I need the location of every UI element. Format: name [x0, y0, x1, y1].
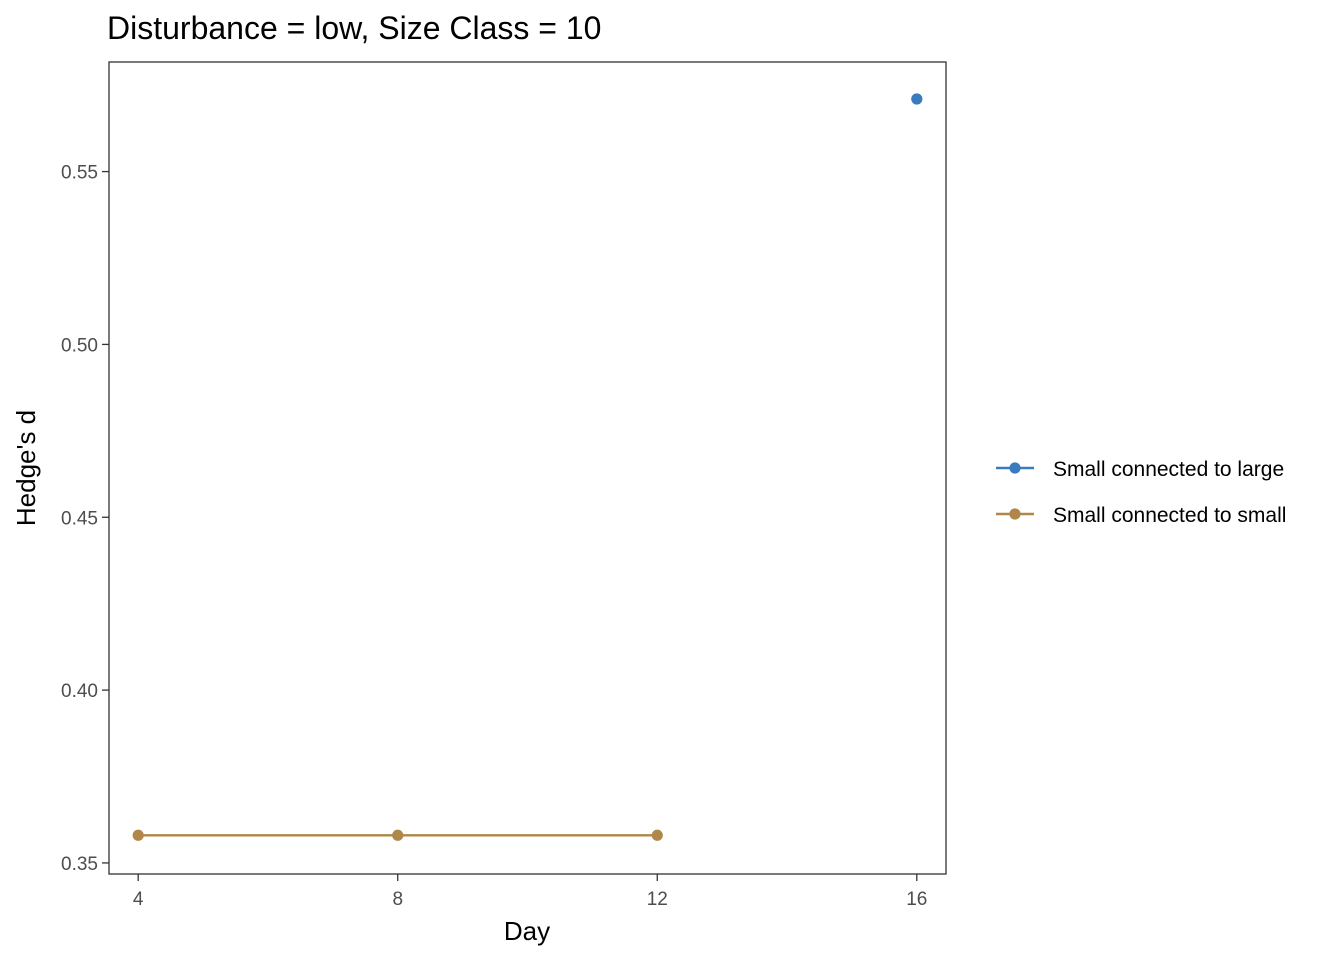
- y-tick-label: 0.45: [61, 508, 98, 529]
- series-layer: [132, 93, 923, 841]
- chart-title: Disturbance = low, Size Class = 10: [107, 10, 601, 46]
- x-tick-label: 12: [647, 889, 668, 910]
- legend: Small connected to large Small connected …: [996, 458, 1286, 527]
- y-tick-label: 0.40: [61, 681, 98, 702]
- y-axis-title: Hedge's d: [11, 410, 41, 526]
- legend-key-point: [1009, 508, 1021, 520]
- x-tick-label: 4: [133, 889, 144, 910]
- x-tick-label: 8: [392, 889, 403, 910]
- data-point: [651, 829, 663, 841]
- y-tick-label: 0.50: [61, 335, 98, 356]
- data-point: [392, 829, 404, 841]
- y-axis: 0.35 0.40 0.45 0.50 0.55: [61, 163, 109, 875]
- x-tick-label: 16: [906, 889, 927, 910]
- legend-label: Small connected to large: [1053, 458, 1284, 481]
- y-tick-label: 0.35: [61, 854, 98, 875]
- legend-label: Small connected to small: [1053, 504, 1286, 527]
- x-axis: 4 8 12 16: [133, 874, 927, 910]
- plot-panel: [108, 61, 947, 875]
- legend-key-point: [1009, 462, 1021, 474]
- data-point: [132, 829, 144, 841]
- x-axis-title: Day: [504, 916, 550, 946]
- y-tick-label: 0.55: [61, 163, 98, 184]
- data-point: [911, 93, 923, 105]
